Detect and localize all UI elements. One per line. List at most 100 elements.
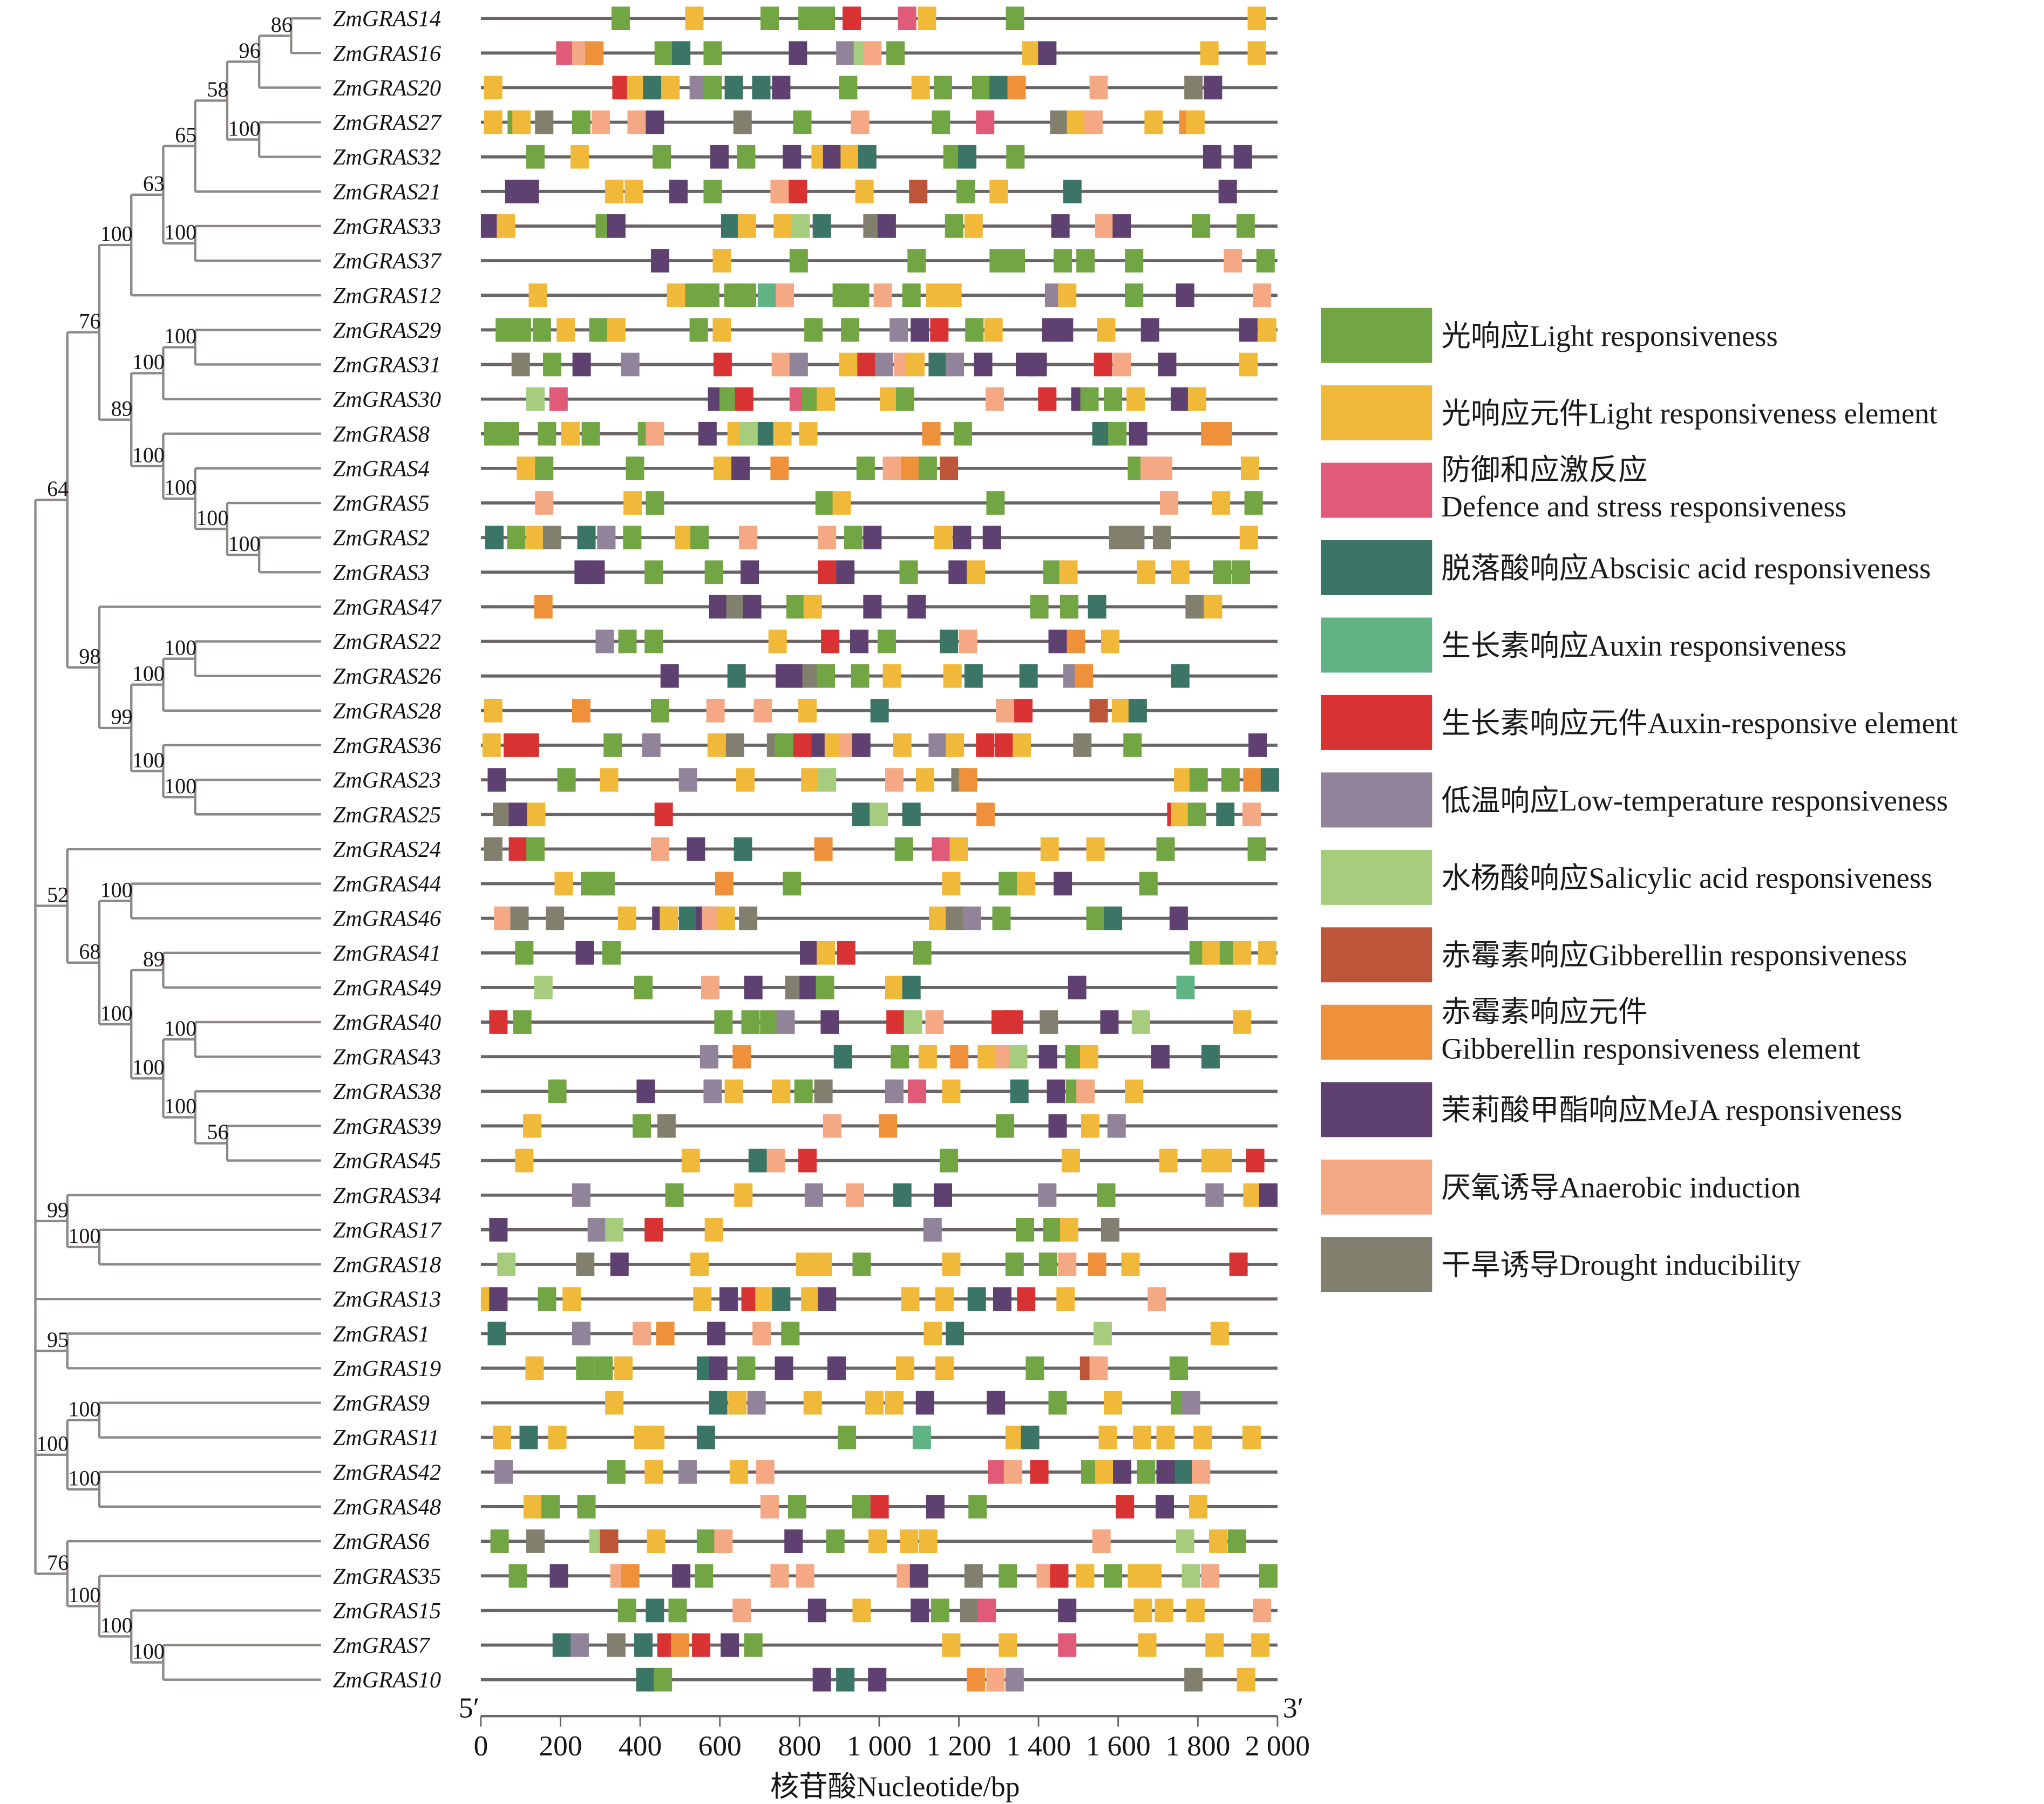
bootstrap-label: 98 [79, 644, 100, 668]
cis-element-box [757, 421, 776, 446]
cis-element-box [538, 1287, 556, 1311]
gene-label: ZmGRAS36 [333, 733, 442, 759]
cis-element-box [1256, 249, 1275, 273]
cis-element-box [614, 1356, 633, 1380]
cis-element-box [678, 1460, 697, 1484]
cis-element-box [851, 110, 870, 134]
cis-element-box [1205, 1633, 1224, 1657]
cis-element-box [736, 768, 755, 792]
cis-element-box [895, 387, 914, 411]
cis-element-box [946, 733, 965, 757]
cis-element-box [672, 41, 691, 65]
cis-element-box [1174, 768, 1192, 792]
cis-element-box [526, 387, 545, 411]
cis-element-box [789, 249, 808, 273]
cis-element-box [737, 214, 756, 238]
cis-element-box [815, 491, 834, 515]
cis-element-box [818, 526, 837, 549]
axis-tick-label: 1 800 [1165, 1730, 1230, 1762]
cis-element-box [911, 318, 929, 342]
bootstrap-label: 65 [175, 122, 196, 147]
gene-promoter-row [480, 145, 1278, 169]
legend-label: 光响应元件Light responsiveness element [1441, 397, 1937, 430]
cis-element-box [652, 145, 671, 169]
gene-promoter-row [480, 1252, 1278, 1276]
cis-element-box [1107, 1114, 1126, 1138]
cis-element-box [932, 110, 950, 134]
cis-element-box [1154, 457, 1173, 480]
cis-element-box [709, 1356, 728, 1380]
legend-item: 脱落酸响应Abscisic acid responsiveness [1320, 540, 1931, 595]
cis-element-box [1104, 1391, 1123, 1415]
cis-element-box [575, 941, 594, 965]
cis-element-box [940, 629, 959, 653]
cis-element-box [1014, 698, 1033, 723]
cis-element-box [611, 6, 630, 30]
gene-label: ZmGRAS30 [333, 387, 442, 412]
cis-element-box [678, 768, 697, 792]
three-prime-label: 3′ [1283, 1692, 1303, 1724]
gene-label: ZmGRAS25 [333, 802, 442, 828]
bootstrap-label: 95 [47, 1328, 69, 1352]
legend-label: 生长素响应元件Auxin-responsive element [1441, 706, 1958, 739]
cis-element-box [572, 698, 590, 723]
cis-element-box [1185, 595, 1204, 619]
cis-element-box [503, 733, 522, 757]
gene-promoter-row [480, 526, 1278, 549]
cis-element-box [870, 802, 888, 827]
gene-promoter-row [480, 283, 1278, 308]
cis-element-box [1227, 1529, 1246, 1553]
gene-promoter-row [480, 664, 1278, 688]
cis-element-box [1126, 387, 1145, 411]
cis-element-box [685, 6, 704, 30]
gene-label: ZmGRAS23 [333, 768, 442, 793]
gene-label: ZmGRAS32 [333, 145, 442, 170]
cis-element-box [982, 526, 1001, 549]
cis-element-box [1094, 352, 1112, 377]
gene-label: ZmGRAS3 [333, 560, 430, 586]
cis-element-box [627, 110, 646, 134]
cis-element-box [772, 1079, 791, 1104]
cis-element-box [999, 872, 1017, 896]
cis-element-box [773, 214, 792, 238]
cis-element-box [1006, 145, 1025, 169]
cis-element-box [572, 110, 590, 134]
bootstrap-label: 56 [207, 1120, 228, 1144]
bootstrap-label: 100 [132, 1055, 165, 1079]
gene-promoter-row [480, 352, 1278, 377]
cis-element-box [960, 1598, 979, 1623]
cis-element-box [1125, 1079, 1144, 1104]
cis-element-box [1131, 1010, 1150, 1034]
gene-promoter-row [480, 1633, 1278, 1657]
cis-element-box [946, 352, 965, 377]
cis-element-box [799, 976, 818, 999]
cis-element-box [732, 1045, 751, 1069]
cis-element-box [546, 906, 565, 930]
cis-element-box [1186, 110, 1205, 134]
cis-element-box [678, 906, 697, 930]
cis-element-box [728, 1391, 747, 1415]
cis-element-box [988, 1460, 1007, 1484]
cis-element-box [976, 110, 995, 134]
cis-element-box [1125, 249, 1144, 273]
axis-tick-label: 1 600 [1086, 1730, 1151, 1762]
cis-element-box [1247, 837, 1266, 861]
gene-promoter-row [480, 6, 1278, 30]
cis-element-box [889, 318, 908, 342]
cis-element-box [495, 318, 514, 342]
cis-element-box [595, 629, 614, 653]
gene-promoter-row [480, 976, 1278, 999]
cis-element-box [1137, 560, 1156, 584]
cis-element-box [520, 179, 539, 203]
cis-element-box [1176, 1529, 1194, 1553]
cis-element-box [772, 76, 791, 100]
legend-label-en: Defence and stress responsiveness [1441, 490, 1846, 523]
cis-element-box [836, 560, 855, 584]
cis-element-box [940, 457, 959, 480]
cis-element-box [716, 906, 735, 930]
cis-element-box [651, 698, 670, 723]
cis-element-box [610, 1252, 629, 1276]
cis-element-box [527, 802, 546, 827]
cis-element-box [1129, 421, 1147, 446]
legend-swatch [1320, 385, 1432, 441]
